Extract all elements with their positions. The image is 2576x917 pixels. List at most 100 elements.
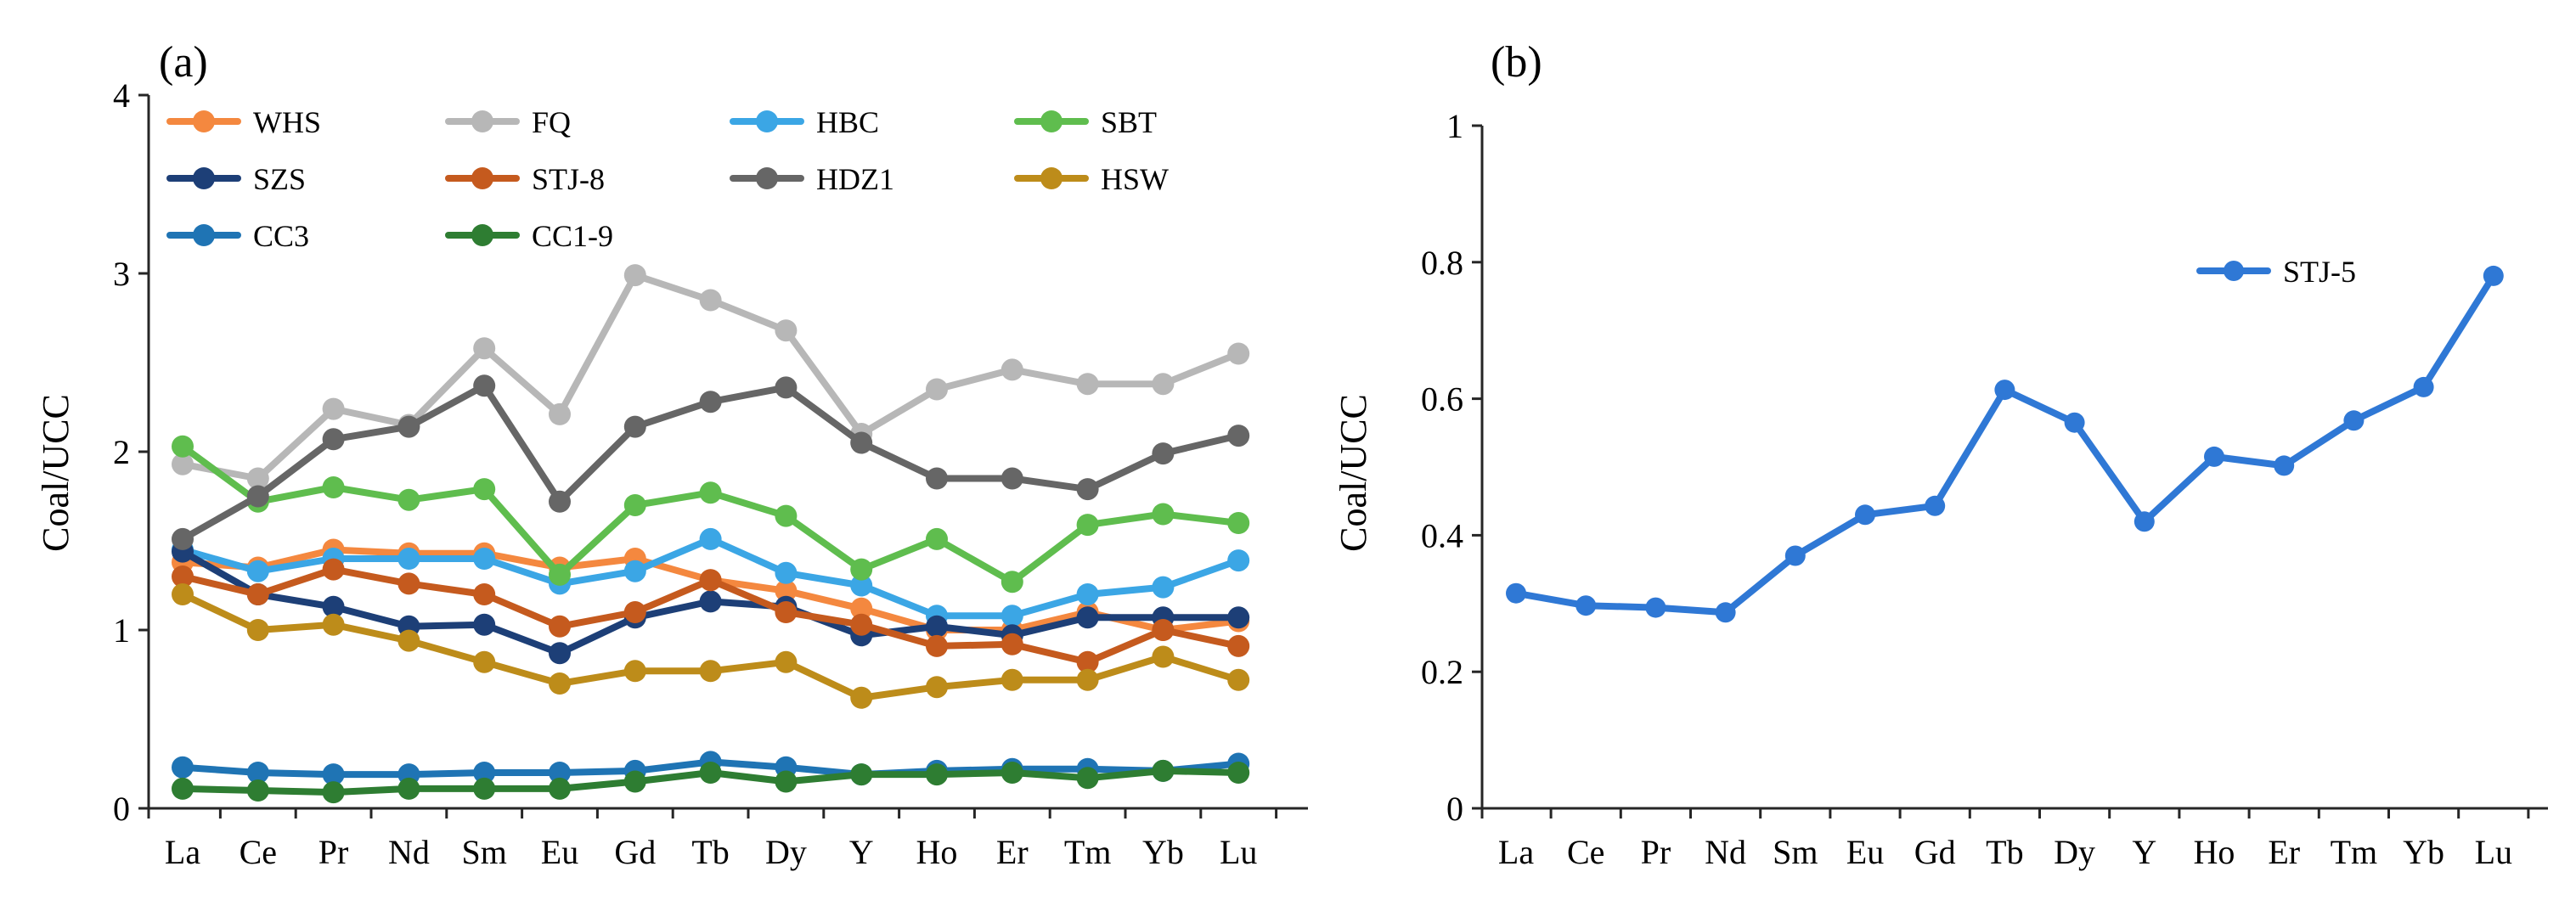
panel-b-x-tick-label: Tm	[2331, 833, 2378, 871]
panel-a-point-szs	[549, 642, 571, 665]
panel-a-x-tick-label: Lu	[1220, 833, 1257, 871]
panel-a-legend-item-sbt: SBT	[1014, 105, 1157, 139]
panel-a-point-hbc	[1227, 549, 1250, 572]
panel-a-point-cc3	[322, 763, 345, 786]
panel-a-point-hsw	[397, 629, 420, 652]
panel-a-point-hdz1	[1227, 425, 1250, 447]
panel-b-point-stj-5	[1855, 504, 1875, 526]
panel-a-point-sbt	[1076, 514, 1099, 537]
panel-a-point-stj-8	[397, 572, 420, 595]
panel-a-point-stj-8	[850, 613, 873, 636]
panel-a-legend-marker	[756, 167, 778, 189]
panel-a-legend-item-stj-8: STJ-8	[445, 162, 605, 196]
panel-b-point-stj-5	[2413, 376, 2434, 397]
panel-a-point-sbt	[473, 478, 496, 501]
panel-a-point-stj-8	[926, 634, 948, 657]
panel-a-x-tick-label: Tb	[691, 833, 729, 871]
panel-a-point-sbt	[1001, 571, 1023, 594]
panel-a-point-sbt	[775, 504, 798, 527]
panel-a-legend-label: FQ	[532, 105, 571, 139]
panel-a-point-hsw	[473, 650, 496, 673]
panel-a-point-szs	[1076, 606, 1099, 629]
panel-b-legend: STJ-5	[2196, 255, 2356, 289]
panel-a-point-fq	[1076, 373, 1099, 396]
panel-a-point-fq	[699, 289, 722, 312]
panel-b-y-axis-title: Coal/UCC	[1333, 394, 1374, 552]
panel-a-point-fq	[322, 397, 345, 420]
panel-a-point-hdz1	[322, 428, 345, 451]
panel-a-point-cc1-9	[322, 781, 345, 804]
panel-a-point-stj-8	[699, 569, 722, 592]
panel-a-legend-marker	[1040, 167, 1063, 189]
panel-a-point-hbc	[246, 560, 269, 582]
panel-a-point-stj-8	[1152, 619, 1175, 641]
panel-a-point-szs	[322, 595, 345, 618]
panel-a-point-cc3	[172, 756, 194, 779]
panel-a-point-stj-8	[172, 565, 194, 588]
panel-a-point-whs	[850, 597, 873, 620]
panel-a-point-hsw	[623, 660, 646, 683]
panel-a-point-szs	[1227, 606, 1250, 629]
panel-a-legend-marker	[471, 167, 493, 189]
panel-a-point-szs	[699, 590, 722, 613]
panel-a-legend-item-cc1-9: CC1-9	[445, 219, 613, 253]
panel-a-point-hsw	[1001, 668, 1023, 691]
panel-a-legend-marker	[471, 110, 493, 132]
panel-a-legend-label: CC3	[253, 219, 309, 253]
panel-a-point-hdz1	[549, 490, 571, 513]
panel-a-label: (a)	[159, 38, 208, 87]
panel-a-point-stj-8	[1227, 634, 1250, 657]
panel-a-x-tick-label: Er	[996, 833, 1029, 871]
panel-a-point-cc1-9	[473, 777, 496, 800]
panel-a-point-hsw	[246, 619, 269, 641]
panel-a-y-tick-label: 0	[113, 790, 130, 828]
panel-a-legend-marker	[193, 167, 215, 189]
panel-a-point-hbc	[397, 548, 420, 570]
panel-a-point-fq	[775, 319, 798, 342]
panel-a-point-stj-8	[473, 583, 496, 605]
panel-b-x-tick-label: Yb	[2403, 833, 2444, 871]
panel-a-series-group	[172, 264, 1250, 804]
panel-b-series-stj-5	[1506, 265, 2504, 623]
panel-b-x-tick-label: Dy	[2054, 833, 2095, 871]
panel-a-y-tick-label: 2	[113, 433, 130, 471]
panel-a-legend-item-fq: FQ	[445, 105, 571, 139]
panel-a-x-tick-label: La	[165, 833, 200, 871]
panel-a-legend-item-hbc: HBC	[730, 105, 879, 139]
panel-a-point-hdz1	[172, 527, 194, 550]
panel-a-point-sbt	[1227, 512, 1250, 534]
panel-a-series-stj-8	[172, 558, 1250, 673]
panel-a-x-tick-label: Sm	[462, 833, 507, 871]
panel-a-point-hsw	[1227, 668, 1250, 691]
panel-b-point-stj-5	[1506, 582, 1526, 604]
panel-a-line-chart: (a) Coal/UCC 0 1 2 3 4 La Ce Pr Nd Sm Eu Gd Tb Dy Y Ho…	[35, 38, 1308, 871]
panel-a-x-tick-label: Dy	[765, 833, 807, 871]
panel-a-x-tick-label: Ce	[240, 833, 277, 871]
panel-a-legend-item-cc3: CC3	[166, 219, 309, 253]
panel-b-x-tick-label: Nd	[1705, 833, 1746, 871]
panel-b-y-tick-label: 0.4	[1421, 516, 1463, 554]
panel-a-point-sbt	[1152, 503, 1175, 526]
panel-a-point-hsw	[850, 686, 873, 709]
panel-a-point-hsw	[926, 676, 948, 699]
panel-a-point-sbt	[397, 488, 420, 511]
panel-a-point-fq	[549, 402, 571, 425]
panel-a-legend-label: WHS	[253, 105, 321, 139]
panel-a-series-cc1-9	[172, 759, 1250, 804]
panel-a-point-sbt	[172, 435, 194, 458]
panel-a-point-whs	[775, 579, 798, 602]
panel-b-x-tick-label: Eu	[1846, 833, 1884, 871]
panel-a-point-hsw	[549, 672, 571, 695]
panel-b-x-tick-label: Lu	[2475, 833, 2512, 871]
panel-a-point-cc1-9	[699, 762, 722, 784]
panel-b-label: (b)	[1491, 38, 1542, 87]
panel-a-point-hdz1	[1152, 442, 1175, 465]
panel-a-x-tick-label: Y	[849, 833, 874, 871]
panel-a-point-fq	[623, 264, 646, 287]
panel-b-point-stj-5	[2483, 265, 2504, 286]
panel-a-point-hbc	[1001, 605, 1023, 627]
panel-a-point-sbt	[926, 527, 948, 550]
panel-a-point-cc1-9	[926, 763, 948, 786]
panel-a-legend-marker	[193, 224, 215, 246]
panel-a-point-stj-8	[549, 615, 571, 638]
